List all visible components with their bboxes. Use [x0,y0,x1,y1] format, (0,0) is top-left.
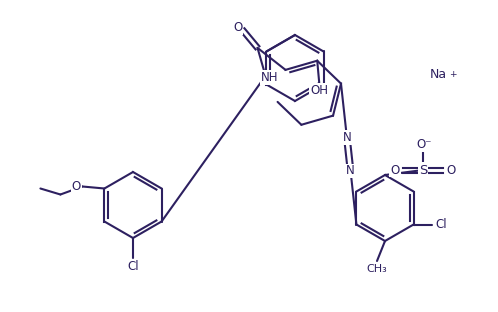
Text: O: O [233,21,242,34]
Text: +: + [449,70,457,79]
Text: CH₃: CH₃ [367,264,387,274]
Text: NH: NH [261,71,278,84]
Text: Na: Na [430,69,447,81]
Text: O: O [446,163,456,177]
Text: O: O [390,163,399,177]
Text: N: N [346,164,355,178]
Text: O: O [72,180,81,193]
Text: OH: OH [310,84,328,97]
Text: Cl: Cl [127,260,139,272]
Text: N: N [343,131,351,144]
Text: S: S [419,163,427,177]
Text: Cl: Cl [436,218,447,231]
Text: O⁻: O⁻ [416,139,432,152]
